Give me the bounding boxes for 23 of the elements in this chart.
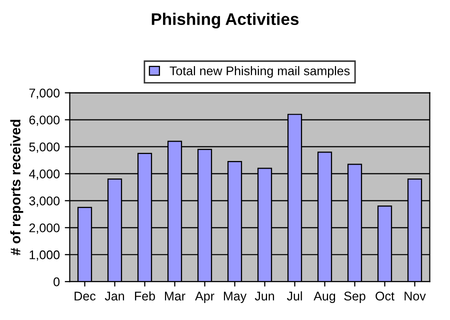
- y-tick-label: 6,000: [29, 116, 60, 126]
- x-tick-label: Mar: [165, 292, 186, 301]
- x-tick-label: Apr: [195, 292, 214, 303]
- x-tick-label: Dec: [74, 292, 96, 301]
- y-tick-label: 2,000: [29, 223, 60, 234]
- x-tick-label: May: [224, 292, 247, 303]
- x-tick-label: Jan: [104, 292, 124, 301]
- legend-label: Total new Phishing mail samples: [170, 66, 350, 78]
- y-axis-title: # of reports received: [10, 120, 24, 256]
- chart-title: Phishing Activities: [152, 12, 299, 28]
- y-tick-label: 1,000: [30, 250, 60, 261]
- x-tick-label: Sep: [344, 292, 366, 303]
- y-tick-label: 3,000: [29, 196, 60, 207]
- x-tick-label: Nov: [404, 292, 426, 301]
- y-tick-label: 4,000: [29, 170, 60, 180]
- x-tick-label: Oct: [376, 292, 394, 301]
- y-tick-label: 5,000: [29, 142, 60, 153]
- x-tick-label: Jul: [286, 291, 302, 301]
- x-tick-label: Aug: [314, 292, 336, 303]
- x-tick-label: Feb: [135, 291, 155, 301]
- y-tick-label: 0: [54, 277, 60, 286]
- x-tick-label: Jun: [254, 292, 274, 301]
- y-tick-label: 7,000: [29, 88, 60, 99]
